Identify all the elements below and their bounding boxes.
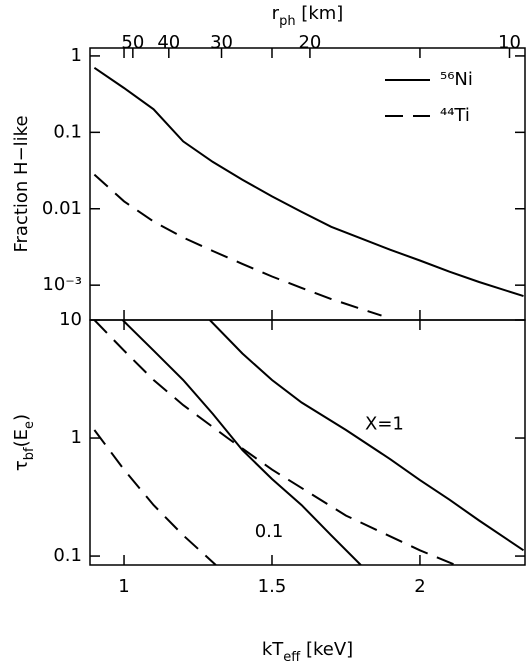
label-part: r [272, 3, 280, 24]
legend-label: ⁴⁴Ti [440, 105, 470, 126]
axis-label: Fraction H−like [11, 115, 32, 252]
axis-label: kTeff [keV] [262, 639, 353, 665]
y-tick-label: 0.1 [53, 545, 82, 566]
x-tick-label: 1 [118, 576, 129, 597]
y-tick-label: 1 [71, 45, 82, 66]
y-tick-label: 1 [71, 427, 82, 448]
x-tick-label: 2 [414, 576, 425, 597]
line [93, 320, 456, 565]
label-part: τ [11, 460, 32, 471]
line [93, 429, 217, 565]
legend-label: ⁵⁶Ni [440, 69, 473, 90]
label-part: ) [11, 414, 32, 421]
label-part: ph [279, 14, 296, 29]
label-part: bf [22, 447, 37, 460]
line [209, 320, 525, 552]
label-part: [km] [296, 3, 344, 24]
label-part: eff [283, 650, 301, 665]
label-part: (E [11, 429, 32, 447]
line [121, 320, 362, 565]
annotation: X=1 [365, 414, 404, 435]
x2-tick-label: 30 [210, 32, 233, 53]
annotation: 0.1 [255, 521, 284, 542]
line [93, 66, 524, 298]
label-part: kT [262, 639, 284, 660]
x-tick-label: 1.5 [258, 576, 287, 597]
y-tick-label: 0.01 [42, 198, 82, 219]
label-part: e [22, 421, 37, 429]
x2-tick-label: 10 [498, 32, 521, 53]
y-tick-label: 10⁻³ [42, 274, 82, 295]
x2-tick-label: 50 [121, 32, 144, 53]
axis-label: rph [km] [272, 3, 344, 29]
x2-tick-label: 20 [298, 32, 321, 53]
y-tick-label: 0.1 [53, 121, 82, 142]
axis-label: τbf(Ee) [11, 414, 37, 471]
y-tick-label: 10 [59, 309, 82, 330]
x2-tick-label: 40 [157, 32, 180, 53]
label-part: Fraction H−like [11, 115, 32, 252]
line [93, 173, 382, 317]
plot-frame [89, 319, 526, 566]
label-part: [keV] [300, 639, 353, 660]
